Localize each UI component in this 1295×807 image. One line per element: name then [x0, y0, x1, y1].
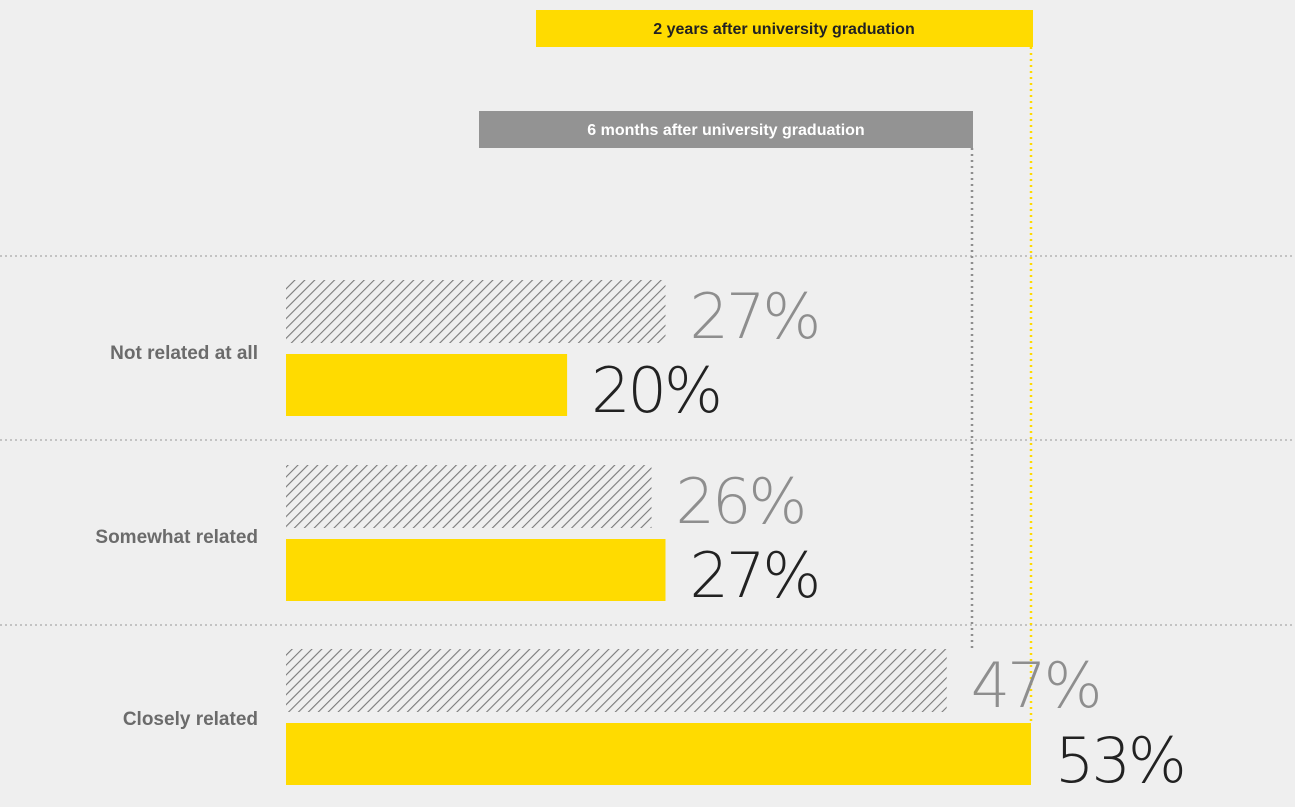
value-label-6-months-not-related: 27% [690, 280, 819, 353]
category-label-somewhat-related: Somewhat related [95, 527, 258, 548]
legend-2-years: 2 years after university graduation [536, 10, 1033, 47]
value-label-6-months-somewhat-related: 26% [676, 465, 805, 538]
legend-6-months-box [479, 111, 973, 148]
value-label-2-years-closely-related: 53% [1055, 724, 1184, 797]
bar-6-months-somewhat-related [286, 465, 652, 528]
bar-2-years-somewhat-related [286, 539, 666, 601]
bar-2-years-not-related [286, 354, 568, 416]
category-label-closely-related: Closely related [123, 709, 258, 730]
bar-2-years-closely-related [286, 723, 1031, 785]
value-label-2-years-somewhat-related: 27% [690, 539, 819, 612]
legend-6-months: 6 months after university graduation [479, 111, 973, 148]
legend-2-years-label: 2 years after university graduation [653, 21, 914, 38]
category-label-not-related: Not related at all [110, 343, 258, 364]
value-label-6-months-closely-related: 47% [971, 649, 1100, 722]
bar-6-months-closely-related [286, 649, 947, 712]
bar-6-months-not-related [286, 280, 666, 343]
legend-6-months-label: 6 months after university graduation [587, 122, 864, 139]
legend-2-years-box [536, 10, 1033, 47]
value-label-2-years-not-related: 20% [591, 354, 720, 427]
